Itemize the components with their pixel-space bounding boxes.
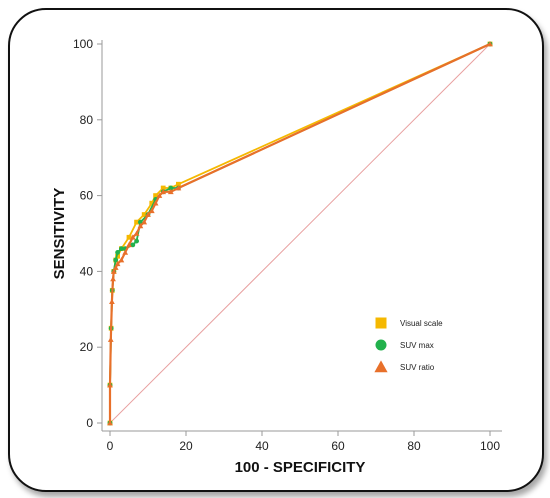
data-point-0-10 xyxy=(141,212,147,217)
data-point-2-11 xyxy=(129,234,136,240)
data-point-2-15 xyxy=(145,211,151,217)
data-point-2-13 xyxy=(137,223,144,229)
data-point-2-10 xyxy=(126,241,132,248)
legend-item-0: Visual scale xyxy=(375,317,443,329)
data-point-2-12 xyxy=(133,230,140,236)
data-point-2-17 xyxy=(152,200,159,206)
reference-diagonal-line xyxy=(109,43,491,424)
x-tick-label-0: 0 xyxy=(107,439,114,453)
data-point-2-19 xyxy=(160,188,167,195)
legend-label-0: Visual scale xyxy=(400,319,443,328)
y-tick-label-5: 100 xyxy=(73,37,93,51)
data-point-1-6 xyxy=(115,250,120,255)
y-tick-label-0: 0 xyxy=(86,416,93,430)
data-point-2-6 xyxy=(112,264,119,270)
data-point-1-9 xyxy=(130,242,136,248)
data-point-0-8 xyxy=(126,234,132,240)
data-point-0-9 xyxy=(134,219,139,225)
data-point-0-11 xyxy=(149,200,155,206)
data-point-2-18 xyxy=(156,192,163,198)
figure-frame xyxy=(8,8,544,492)
data-point-2-3 xyxy=(109,298,115,305)
data-point-1-7 xyxy=(119,246,124,252)
data-point-2-1 xyxy=(107,382,113,388)
data-point-2-4 xyxy=(110,276,116,282)
data-point-0-6 xyxy=(115,253,120,259)
data-point-2-2 xyxy=(107,336,114,342)
data-point-1-5 xyxy=(113,257,119,263)
series-suv-ratio xyxy=(107,41,493,426)
y-tick-label-3: 60 xyxy=(80,189,94,203)
data-point-2-21 xyxy=(175,185,182,191)
data-point-2-22 xyxy=(487,41,493,47)
data-point-2-5 xyxy=(110,268,117,274)
legend-marker-2 xyxy=(374,360,388,373)
data-point-0-13 xyxy=(160,185,166,191)
x-tick-label-1: 20 xyxy=(179,439,193,453)
legend-marker-0 xyxy=(375,317,387,329)
data-point-2-14 xyxy=(141,219,148,225)
data-point-2-0 xyxy=(107,420,113,426)
data-point-1-10 xyxy=(134,238,140,244)
legend-item-1: SUV max xyxy=(375,339,434,351)
data-point-2-16 xyxy=(148,207,155,214)
data-point-0-15 xyxy=(176,181,181,187)
x-tick-label-4: 80 xyxy=(407,439,421,453)
data-point-2-7 xyxy=(114,260,121,267)
y-tick-label-2: 40 xyxy=(80,264,94,278)
legend-item-2: SUV ratio xyxy=(374,360,435,373)
legend-label-1: SUV max xyxy=(400,341,434,350)
y-tick-label-1: 20 xyxy=(80,340,94,354)
data-point-2-20 xyxy=(167,188,174,195)
data-point-0-12 xyxy=(153,193,158,198)
legend-label-2: SUV ratio xyxy=(400,363,435,372)
legend-marker-1 xyxy=(375,339,387,351)
data-point-1-15 xyxy=(168,185,174,191)
x-tick-label-5: 100 xyxy=(480,439,500,453)
y-axis-title: SENSITIVITY xyxy=(51,188,68,280)
x-axis-title: 100 - SPECIFICITY xyxy=(235,459,366,476)
data-point-2-9 xyxy=(122,249,129,255)
y-tick-label-4: 80 xyxy=(80,113,94,127)
x-tick-label-2: 40 xyxy=(255,439,269,453)
data-point-2-8 xyxy=(118,257,125,263)
x-tick-label-3: 60 xyxy=(331,439,345,453)
